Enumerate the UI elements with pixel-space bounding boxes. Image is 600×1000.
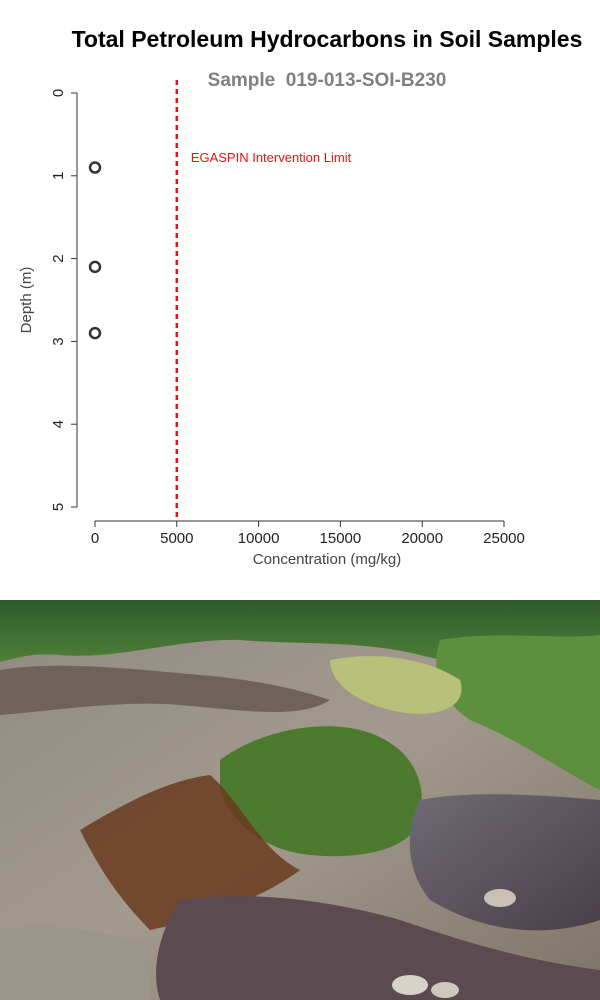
axes: 0 5000 10000 15000 20000 25000 0 1 2 3 4 5: [50, 89, 525, 547]
polluted-soil-photo: [0, 600, 600, 1000]
y-tick-label: 2: [50, 254, 67, 262]
y-tick-label: 3: [50, 337, 67, 345]
data-point: [88, 260, 102, 274]
data-point: [88, 326, 102, 340]
tph-depth-chart: Total Petroleum Hydrocarbons in Soil Sam…: [18, 26, 583, 568]
x-tick-label: 5000: [160, 530, 193, 547]
site-photo-illustration: [0, 600, 600, 1000]
x-tick-label: 10000: [238, 530, 280, 547]
y-tick-label: 4: [50, 420, 67, 428]
chart-panel: Total Petroleum Hydrocarbons in Soil Sam…: [18, 26, 583, 568]
reference-line-group: EGASPIN Intervention Limit: [175, 80, 352, 521]
x-axis-label: Concentration (mg/kg): [253, 551, 401, 568]
y-tick-label: 0: [50, 89, 67, 97]
data-point: [88, 161, 102, 174]
y-tick-label: 1: [50, 172, 67, 180]
data-points: [88, 161, 102, 340]
x-tick-label: 0: [91, 530, 99, 547]
chart-title: Total Petroleum Hydrocarbons in Soil Sam…: [72, 26, 583, 52]
y-tick-label: 5: [50, 503, 67, 511]
chart-subtitle: Sample 019-013-SOI-B230: [208, 70, 447, 91]
y-axis-label: Depth (m): [18, 267, 35, 334]
x-tick-label: 25000: [483, 530, 525, 547]
x-tick-label: 20000: [401, 530, 443, 547]
reference-line-label: EGASPIN Intervention Limit: [191, 150, 352, 165]
x-tick-label: 15000: [320, 530, 362, 547]
